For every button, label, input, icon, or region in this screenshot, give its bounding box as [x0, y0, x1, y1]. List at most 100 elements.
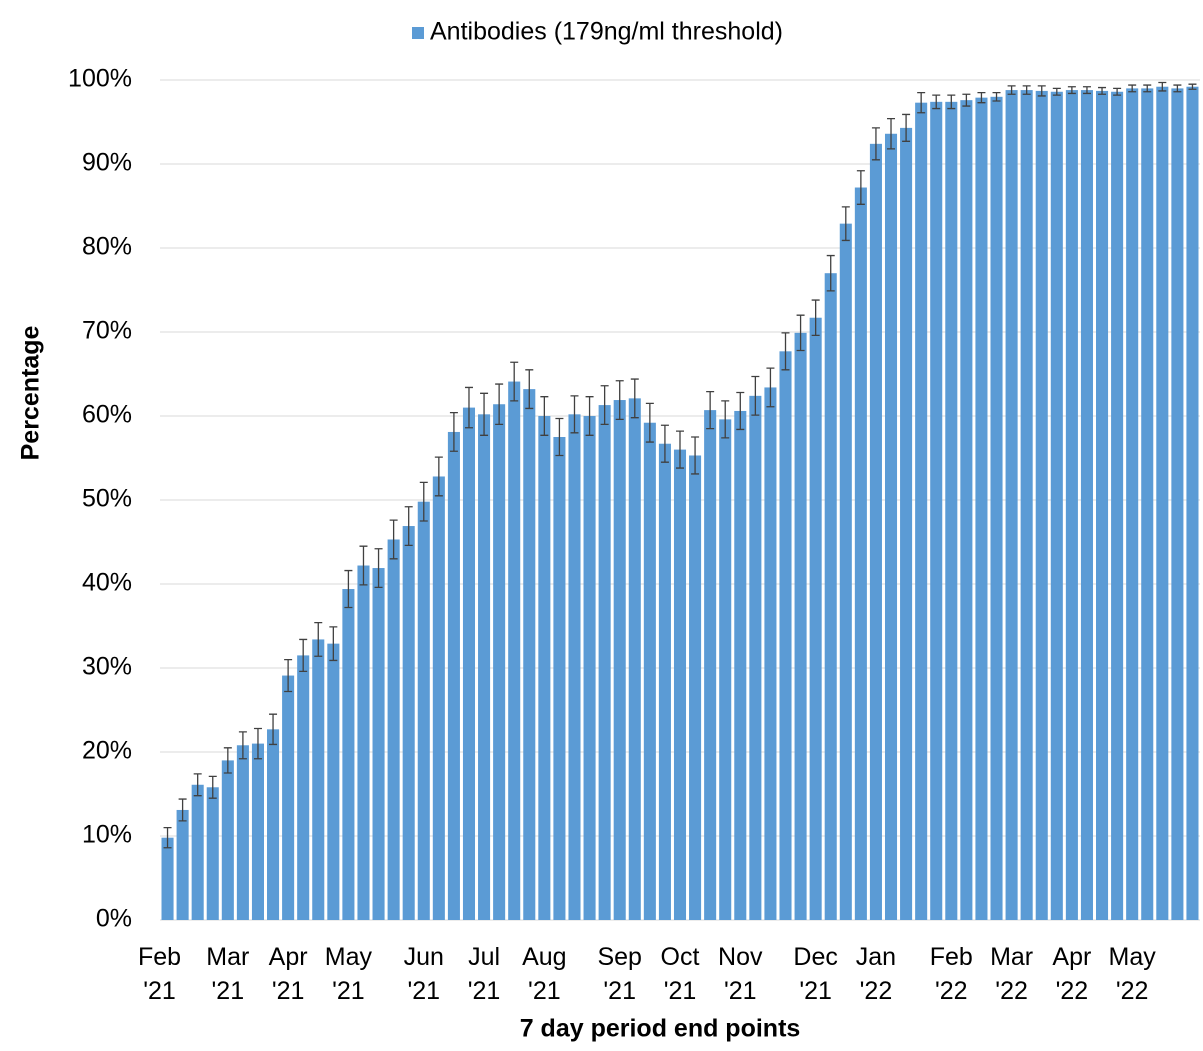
bar	[945, 101, 958, 921]
error-bar	[163, 826, 172, 849]
error-bar	[1098, 86, 1107, 95]
bar	[628, 398, 641, 920]
x-tick-label: May '21	[324, 943, 372, 1005]
error-bar	[434, 456, 443, 497]
error-bar	[314, 621, 323, 657]
bar	[402, 526, 415, 920]
error-bar	[902, 113, 911, 142]
error-bar	[691, 436, 700, 475]
error-bar	[299, 638, 308, 673]
bar	[734, 410, 747, 920]
bar	[824, 273, 837, 920]
x-tick-label: Aug '21	[522, 943, 567, 1005]
x-tick-label: Mar '22	[990, 943, 1034, 1005]
error-bar	[359, 545, 368, 586]
error-bar	[374, 548, 383, 589]
y-tick-label: 30%	[82, 653, 132, 681]
x-tick-label: Dec '21	[793, 943, 838, 1005]
bar	[839, 223, 852, 920]
bar	[1141, 88, 1154, 920]
legend-swatch	[412, 27, 424, 39]
bar	[1186, 86, 1199, 921]
bar	[643, 422, 656, 920]
error-bar	[1143, 84, 1152, 93]
bar	[794, 332, 807, 921]
x-tick-label: Mar '21	[206, 943, 250, 1005]
bar	[930, 101, 943, 921]
error-bar	[871, 127, 880, 161]
error-bar	[389, 519, 398, 560]
error-bar	[525, 369, 534, 410]
error-bar	[284, 658, 293, 693]
bar	[297, 655, 310, 920]
y-tick-label: 20%	[82, 737, 132, 765]
error-bar	[570, 395, 579, 434]
error-bar	[510, 361, 519, 402]
bar	[191, 784, 204, 920]
bar	[493, 404, 506, 920]
error-bar	[826, 254, 835, 292]
bar	[267, 729, 280, 920]
bar	[1005, 90, 1018, 920]
bar	[1111, 91, 1124, 920]
x-tick-label: Apr '21	[268, 943, 308, 1005]
error-bar	[736, 391, 745, 431]
bar	[1020, 90, 1033, 920]
error-bar	[645, 402, 654, 443]
bar	[749, 395, 762, 921]
error-bar	[1188, 83, 1197, 90]
error-bar	[1022, 85, 1031, 95]
bar	[960, 100, 973, 920]
y-tick-label: 0%	[96, 905, 132, 933]
bar	[598, 405, 611, 921]
bar	[342, 589, 355, 920]
x-tick-label: Sep '21	[597, 943, 642, 1005]
bar	[809, 317, 822, 921]
bar	[538, 416, 551, 920]
bar	[613, 400, 626, 920]
error-bar	[329, 626, 338, 662]
bar	[719, 419, 732, 920]
error-bar	[404, 506, 413, 547]
bar	[990, 96, 1003, 921]
bar	[1156, 86, 1169, 921]
bar	[915, 102, 928, 921]
error-bar	[781, 332, 790, 371]
error-bar	[419, 481, 428, 522]
bar	[282, 675, 295, 920]
error-bar	[585, 396, 594, 436]
bar	[327, 643, 340, 920]
bar	[206, 787, 219, 920]
error-bar	[917, 91, 926, 114]
error-bar	[193, 773, 202, 797]
y-tick-label: 70%	[82, 317, 132, 345]
error-bar	[615, 380, 624, 421]
x-tick-label: Apr '22	[1052, 943, 1092, 1005]
x-tick-label: Jun '21	[403, 943, 444, 1005]
error-bar	[766, 367, 775, 408]
x-axis-title: 7 day period end points	[520, 1015, 801, 1043]
error-bar	[495, 383, 504, 426]
bar	[704, 410, 717, 920]
y-tick-label: 60%	[82, 401, 132, 429]
bar	[673, 449, 687, 920]
error-bar	[555, 417, 564, 457]
error-bar	[962, 93, 971, 107]
error-bar	[253, 727, 262, 760]
error-bar	[269, 713, 278, 746]
x-tick-label: Jul '21	[467, 943, 501, 1005]
bar	[417, 501, 430, 920]
error-bar	[977, 91, 986, 104]
error-bar	[660, 424, 669, 463]
error-bar	[932, 94, 941, 110]
bar	[372, 568, 385, 920]
error-bar	[480, 392, 489, 436]
bar	[251, 743, 264, 920]
error-bar	[1037, 85, 1046, 97]
bar	[478, 414, 491, 920]
error-bar	[1113, 87, 1122, 96]
bar	[387, 539, 400, 920]
error-bar	[1052, 87, 1061, 96]
